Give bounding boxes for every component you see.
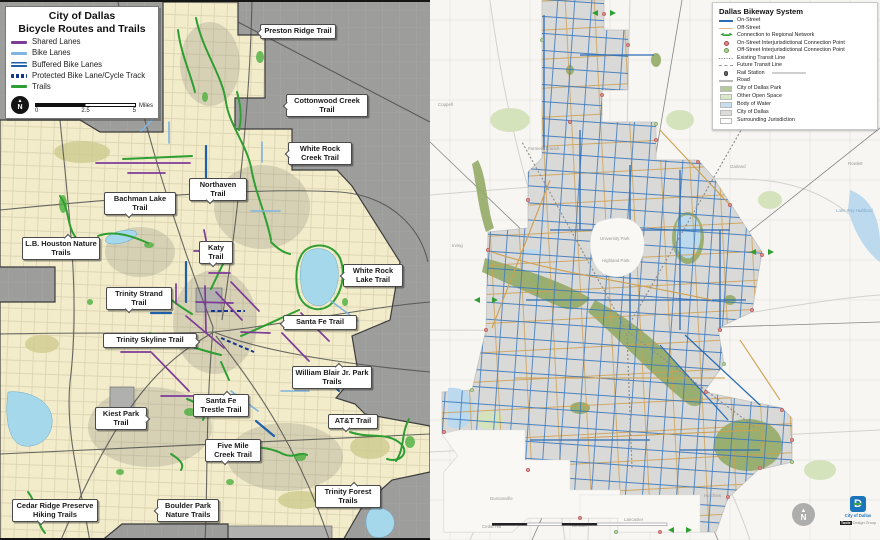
legend-item-trails: Trails	[11, 82, 153, 91]
scale-bar	[492, 522, 668, 526]
trail-label: Northaven Trail	[189, 178, 247, 202]
legend-item-regional-connection: ◄▬► Connection to Regional Network	[719, 32, 815, 39]
trail-label: Katy Trail	[199, 241, 233, 265]
green-connection-point-icon	[723, 48, 729, 54]
trail-label: Bachman Lake Trail	[104, 192, 176, 216]
trail-label: L.B. Houston Nature Trails	[22, 237, 100, 261]
svg-text:Rowlett: Rowlett	[848, 161, 863, 166]
trail-label: White Rock Creek Trail	[288, 142, 352, 166]
protected-bike-lane-swatch	[11, 73, 27, 78]
svg-text:Hutchins: Hutchins	[704, 493, 722, 498]
svg-text:Irving: Irving	[452, 243, 463, 248]
svg-text:University Park: University Park	[600, 236, 630, 241]
left-map-panel: City of Dallas Bicycle Routes and Trails…	[0, 0, 430, 540]
right-map-canvas: Coppell Farmers Branch Irving University…	[430, 0, 880, 540]
legend-item-future-transit: Future Transit Line	[719, 62, 872, 68]
svg-text:Lake Ray Hubbard: Lake Ray Hubbard	[836, 208, 873, 213]
trail-label: Boulder Park Nature Trails	[157, 499, 219, 523]
regional-arrows-icon: ◄▬►	[719, 32, 733, 39]
water-bodies	[6, 31, 395, 538]
trail-label: Trinity Skyline Trail	[103, 333, 197, 348]
trail-label: White Rock Lake Trail	[343, 264, 403, 288]
city-of-dallas-logo: D	[850, 496, 866, 512]
legend-item-road: Road	[719, 77, 872, 83]
transit-lines	[521, 117, 757, 469]
trail-label: Trinity Forest Trails	[315, 485, 381, 509]
off-street-connection-points	[469, 37, 795, 535]
svg-text:Duncanville: Duncanville	[490, 496, 513, 501]
red-connection-point-icon	[723, 40, 729, 46]
legend-item-shared-lanes: Shared Lanes	[11, 38, 153, 46]
legend-item-rail-station: Rail Station	[719, 70, 872, 76]
legend-item-off-street: Off-Street	[719, 25, 872, 31]
trail-label: Cedar Ridge Preserve Hiking Trails	[12, 499, 98, 523]
trails-swatch	[11, 85, 27, 89]
toole-design-logo: Toole Design Group	[839, 521, 877, 525]
svg-text:Garland: Garland	[730, 164, 746, 169]
credits-block: D City of Dallas Toole Design Group	[838, 496, 878, 526]
bike-lanes-swatch	[11, 51, 27, 55]
trail-label: Kiest Park Trail	[95, 407, 147, 431]
trail-label: Five Mile Creek Trail	[205, 439, 261, 463]
left-legend: City of Dallas Bicycle Routes and Trails…	[5, 6, 159, 120]
trail-label: AT&T Trail	[328, 414, 378, 429]
enclave-cities	[109, 287, 333, 538]
major-roads	[0, 2, 430, 538]
trail-label: William Blair Jr. Park Trails	[292, 366, 372, 390]
left-map-title: City of Dallas Bicycle Routes and Trails	[18, 10, 146, 35]
north-arrow-icon: ▲ N	[792, 503, 815, 526]
on-street-connection-points	[441, 11, 795, 535]
rail-station-icon	[723, 71, 729, 76]
legend-item-dallas-park: City of Dallas Park	[719, 85, 872, 92]
off-street-trunks	[491, 129, 781, 439]
svg-text:Highland Park: Highland Park	[602, 258, 630, 263]
trail-label: Trinity Strand Trail	[106, 287, 172, 311]
svg-text:Farmers Branch: Farmers Branch	[528, 146, 560, 151]
right-map-panel: Coppell Farmers Branch Irving University…	[430, 0, 880, 540]
trail-label: Preston Ridge Trail	[260, 24, 336, 39]
city-road-texture	[0, 2, 430, 538]
legend-item-buffered-bike-lanes: Buffered Bike Lanes	[11, 60, 153, 69]
legend-item-surrounding-jurisdiction: Surrounding Jurisdiction	[719, 117, 872, 125]
legend-item-bike-lanes: Bike Lanes	[11, 49, 153, 57]
shared-lanes-swatch	[11, 40, 27, 44]
legend-item-city-of-dallas: City of Dallas	[719, 109, 872, 116]
legend-item-body-of-water: Body of Water	[719, 101, 872, 108]
trail-label: Cottonwood Creek Trail	[286, 94, 368, 118]
legend-item-on-street: On-Street	[719, 17, 872, 23]
scale-bar: 0 2.5 5	[35, 103, 136, 114]
svg-text:Cedar Hill: Cedar Hill	[482, 524, 501, 529]
north-arrow-icon: ▲ N	[11, 96, 29, 115]
buffered-bike-lanes-swatch	[11, 62, 27, 68]
legend-item-existing-transit: Existing Transit Line	[719, 55, 872, 61]
legend-item-off-street-connection-point: Off-Street Interjurisdictional Connectio…	[719, 47, 872, 54]
legend-item-protected-bike-lane: Protected Bike Lane/Cycle Track	[11, 71, 153, 80]
svg-text:Lancaster: Lancaster	[624, 517, 644, 522]
enclave-holes	[441, 217, 701, 533]
rail-station-note-illegible	[771, 72, 806, 75]
protected-lanes-layer	[211, 310, 255, 353]
right-legend: Dallas Bikeway System On-Street Off-Stre…	[712, 2, 878, 131]
svg-text:Coppell: Coppell	[438, 102, 453, 107]
scale-unit: Miles	[138, 103, 153, 110]
right-map-title: Dallas Bikeway System	[719, 7, 804, 16]
regional-connection-arrows	[474, 10, 774, 533]
city-of-dallas-credit: City of Dallas	[844, 513, 872, 518]
trail-label: Santa Fe Trestle Trail	[193, 394, 249, 418]
legend-item-open-space: Other Open Space	[719, 93, 872, 100]
legend-item-on-street-connection-point: On-Street Interjurisdictional Connection…	[719, 40, 872, 46]
trail-label: Santa Fe Trail	[283, 315, 357, 330]
